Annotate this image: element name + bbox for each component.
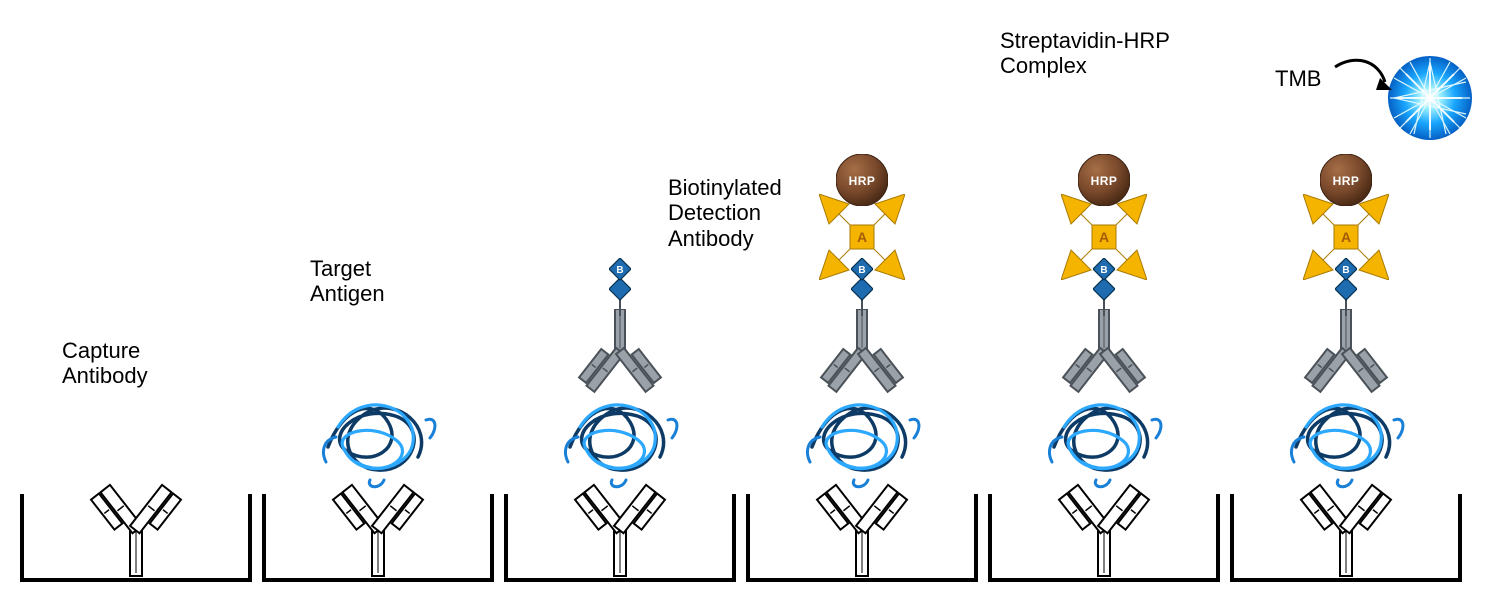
elisa-diagram: CaptureAntibody TargetAntigen Biotinylat… <box>0 0 1500 600</box>
panel-5-full-stack <box>988 22 1220 582</box>
antigen-6 <box>1286 392 1406 492</box>
tmb-arrow-icon <box>1330 52 1400 102</box>
biotin-3 <box>609 258 631 316</box>
hrp-6 <box>1320 154 1372 206</box>
panel-3-detection <box>504 22 736 582</box>
antigen-2 <box>318 392 438 492</box>
panel-2-antigen <box>262 22 494 582</box>
hrp-5 <box>1078 154 1130 206</box>
antigen-3 <box>560 392 680 492</box>
panel-4-strept-hrp <box>746 22 978 582</box>
streptavidin-4 <box>819 194 905 280</box>
antigen-4 <box>802 392 922 492</box>
streptavidin-6 <box>1303 194 1389 280</box>
capture-antibody-1 <box>81 473 191 578</box>
detection-antibody-3 <box>570 309 670 404</box>
panel-6-tmb <box>1230 22 1462 582</box>
streptavidin-5 <box>1061 194 1147 280</box>
tmb-signal-icon <box>1388 56 1472 140</box>
antigen-5 <box>1044 392 1164 492</box>
hrp-4 <box>836 154 888 206</box>
panel-1-capture <box>20 22 252 582</box>
detection-antibody-5 <box>1054 309 1154 404</box>
detection-antibody-6 <box>1296 309 1396 404</box>
detection-antibody-4 <box>812 309 912 404</box>
